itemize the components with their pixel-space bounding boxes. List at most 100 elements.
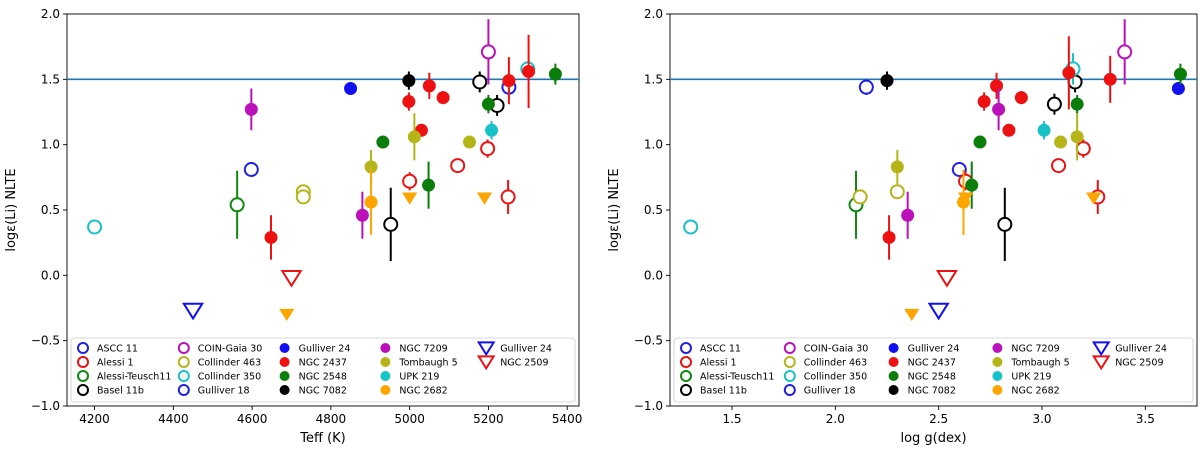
legend-item: Gulliver 24 (1091, 341, 1167, 357)
data-point (280, 270, 303, 288)
x-tick-label: 1.5 (722, 412, 741, 426)
legend-item: Gulliver 24 (476, 341, 552, 357)
legend-item: NGC 2437 (888, 357, 956, 369)
data-point (992, 102, 1006, 116)
legend-label: Gulliver 24 (500, 344, 552, 355)
legend-label: Alessi-Teusch11 (700, 372, 774, 383)
data-point (355, 208, 369, 222)
legend-label: ASCC 11 (700, 344, 741, 355)
legend: ASCC 11 Alessi 1 Alessi-Teusch11 Basel 11b C… (673, 337, 1194, 403)
data-point (889, 184, 905, 200)
data-point (1062, 66, 1076, 80)
legend-label: NGC 7209 (1011, 344, 1059, 355)
legend-marker (77, 384, 89, 396)
data-point (904, 308, 920, 321)
x-tick-label: 2.5 (929, 412, 948, 426)
data-point (852, 189, 868, 205)
data-point (402, 74, 416, 88)
legend-marker (380, 371, 391, 381)
legend-item: NGC 7082 (279, 385, 347, 397)
legend-marker (476, 355, 496, 371)
data-point (450, 158, 466, 174)
x-tick-label: 3.5 (1136, 412, 1155, 426)
data-point (87, 219, 103, 235)
x-tick-label: 4400 (158, 412, 189, 426)
legend-item: NGC 7209 (380, 343, 448, 355)
legend-marker (77, 356, 89, 368)
legend-marker (888, 385, 899, 395)
legend-item: UPK 219 (380, 371, 439, 383)
data-point (683, 219, 699, 235)
legend-item: NGC 7082 (888, 385, 956, 397)
data-point (977, 95, 991, 109)
legend-label: NGC 2437 (299, 358, 347, 369)
legend-item: NGC 2548 (279, 371, 347, 383)
legend-label: Gulliver 18 (198, 386, 250, 397)
data-point (481, 97, 495, 111)
legend-item: NGC 2548 (888, 371, 956, 383)
data-point (376, 135, 390, 149)
legend-label: Gulliver 24 (1115, 344, 1167, 355)
legend-item: UPK 219 (992, 371, 1051, 383)
legend-marker (380, 385, 391, 395)
data-point (997, 216, 1013, 232)
data-point (1117, 44, 1133, 60)
data-point (244, 102, 258, 116)
legend-label: Gulliver 18 (804, 386, 856, 397)
legend-marker (1091, 355, 1111, 371)
y-tick-label: 2.0 (41, 7, 60, 21)
legend-marker (77, 342, 89, 354)
data-point (485, 123, 499, 137)
data-point (182, 302, 205, 321)
data-point (472, 74, 488, 90)
data-point (422, 79, 436, 93)
legend-item: Collinder 463 (783, 356, 867, 369)
x-tick-label: 4200 (79, 412, 110, 426)
legend-marker (380, 357, 391, 367)
data-point (548, 67, 562, 81)
legend-label: Collinder 463 (198, 358, 261, 369)
legend-item: Collinder 350 (783, 370, 867, 383)
legend-label: NGC 7209 (399, 344, 447, 355)
legend-label: NGC 2509 (500, 358, 548, 369)
y-tick-label: 1.5 (644, 72, 663, 86)
legend-item: COIN-Gaia 30 (783, 342, 868, 355)
data-point (880, 74, 894, 88)
data-point (858, 79, 874, 95)
x-tick-label: 4800 (316, 412, 347, 426)
legend-label: NGC 7082 (908, 386, 956, 397)
legend-marker (680, 342, 692, 354)
legend-marker (279, 357, 290, 367)
data-point (1051, 158, 1067, 174)
legend-item: Alessi 1 (680, 356, 737, 369)
data-point (935, 270, 958, 288)
data-point (1086, 192, 1102, 205)
legend-marker (888, 343, 899, 353)
legend-label: Alessi 1 (700, 358, 737, 369)
data-point (229, 197, 245, 213)
data-point (1046, 96, 1062, 112)
data-point (1173, 67, 1187, 81)
legend-item: NGC 2509 (476, 355, 549, 371)
legend-item: Basel 11b (680, 384, 747, 397)
legend-marker (992, 343, 1003, 353)
legend-marker (380, 343, 391, 353)
data-point (463, 135, 477, 149)
legend-item: ASCC 11 (77, 342, 138, 355)
legend-label: Tombaugh 5 (398, 358, 457, 369)
legend-marker (177, 356, 190, 368)
x-axis-label: log g(dex) (900, 431, 966, 446)
y-axis-label: logε(Li) NLTE (4, 168, 19, 251)
legend-marker (279, 343, 290, 353)
legend-marker (177, 370, 190, 382)
legend-item: COIN-Gaia 30 (177, 342, 262, 355)
data-point (522, 64, 536, 78)
legend-marker (680, 384, 692, 396)
legend-marker (177, 384, 190, 396)
legend-marker (992, 385, 1003, 395)
y-tick-label: 2.0 (644, 7, 663, 21)
data-point (480, 141, 496, 157)
y-axis-label: logε(Li) NLTE (607, 168, 622, 251)
x-tick-label: 5400 (552, 412, 583, 426)
legend-label: Collinder 350 (804, 372, 867, 383)
